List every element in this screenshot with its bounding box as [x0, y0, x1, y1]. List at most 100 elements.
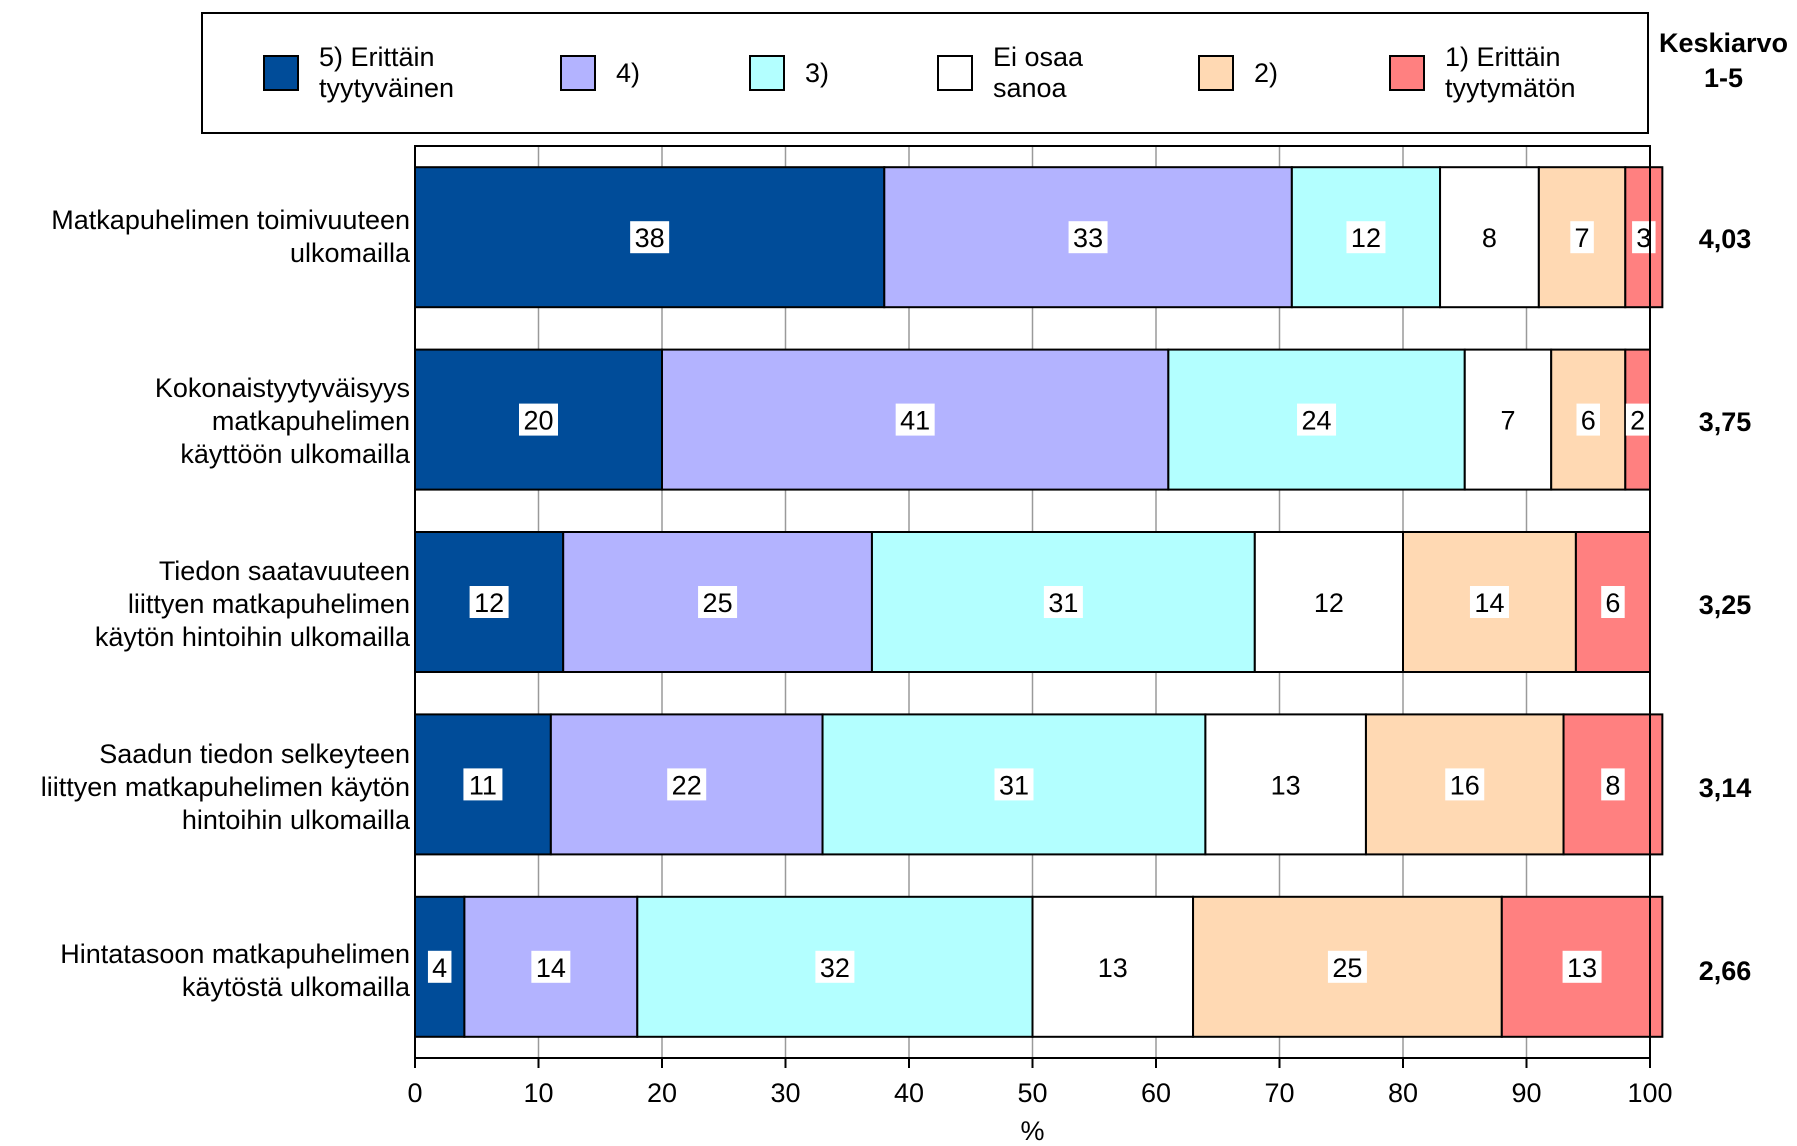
data-label: 41	[900, 406, 930, 436]
legend-item: 5) Erittäin tyytyväinen	[263, 14, 454, 132]
legend-label: 1) Erittäin tyytymätön	[1445, 42, 1576, 103]
data-label-bg	[1043, 586, 1083, 618]
data-label-bg	[1309, 586, 1349, 618]
legend-swatch	[1389, 55, 1425, 91]
data-label: 12	[1314, 588, 1344, 618]
x-tick-label: 80	[1388, 1078, 1418, 1108]
data-label-bg	[1625, 403, 1650, 436]
data-label: 25	[703, 588, 733, 618]
category-label: Tiedon saatavuuteen liittyen matkapuheli…	[94, 556, 410, 652]
data-label-bg	[630, 221, 670, 254]
data-label: 38	[635, 223, 665, 253]
legend-swatch	[749, 55, 785, 91]
data-label-bg	[1570, 221, 1594, 254]
legend-label: 3)	[805, 57, 830, 88]
data-label-bg	[469, 586, 509, 618]
data-label: 6	[1581, 406, 1596, 436]
data-label-bg	[463, 768, 503, 801]
data-label-bg	[1445, 768, 1485, 801]
data-label: 24	[1302, 406, 1332, 436]
data-label-bg	[1346, 221, 1386, 254]
data-label: 12	[474, 588, 504, 618]
data-label-bg	[815, 950, 855, 983]
data-label: 13	[1098, 953, 1128, 983]
mean-value: 3,14	[1698, 773, 1752, 803]
legend-item: 1) Erittäin tyytymätön	[1389, 14, 1576, 132]
data-label: 13	[1567, 953, 1597, 983]
data-label-bg	[1601, 586, 1625, 618]
data-label: 11	[469, 770, 497, 800]
data-label-bg	[1093, 950, 1133, 983]
data-label-bg	[1297, 403, 1337, 436]
data-label: 8	[1482, 223, 1497, 253]
x-tick-label: 70	[1264, 1078, 1294, 1108]
data-label: 6	[1605, 588, 1620, 618]
data-label-bg	[519, 403, 558, 436]
data-label: 14	[1474, 588, 1504, 618]
x-tick-label: 20	[647, 1078, 677, 1108]
data-label-bg	[994, 768, 1034, 801]
data-label: 22	[672, 770, 702, 800]
data-label: 12	[1351, 223, 1381, 253]
data-label-bg	[1496, 403, 1520, 436]
x-tick-label: 10	[523, 1078, 553, 1108]
data-label-bg	[531, 950, 571, 983]
category-label: Matkapuhelimen toimivuuteen ulkomailla	[51, 205, 410, 268]
data-label-bg	[1477, 221, 1502, 254]
x-tick-label: 40	[894, 1078, 924, 1108]
data-label-bg	[667, 768, 707, 801]
legend-item: 3)	[749, 14, 829, 132]
legend-label: 2)	[1254, 57, 1279, 88]
data-label: 33	[1073, 223, 1103, 253]
legend-label: Ei osaa sanoa	[993, 42, 1084, 103]
legend-swatch	[263, 55, 299, 91]
data-label: 8	[1605, 770, 1620, 800]
mean-value: 3,75	[1698, 407, 1752, 437]
category-label: Kokonaistyytyväisyys matkapuhelimen käyt…	[154, 373, 410, 469]
data-label-bg	[1576, 403, 1600, 436]
category-label: Hintatasoon matkapuhelimen käytöstä ulko…	[60, 939, 410, 1002]
data-label: 25	[1332, 953, 1362, 983]
data-label: 20	[523, 406, 553, 436]
data-label: 3	[1636, 223, 1651, 253]
legend-item: 4)	[560, 14, 640, 132]
data-label-bg	[427, 950, 452, 983]
legend-label: 4)	[616, 57, 641, 88]
data-label: 2	[1630, 406, 1645, 436]
legend-label: 5) Erittäin tyytyväinen	[319, 42, 455, 103]
data-label-bg	[1266, 768, 1306, 801]
data-label-bg	[1327, 950, 1367, 983]
x-tick-label: 0	[407, 1078, 422, 1108]
category-label: Saadun tiedon selkeyteen liittyen matkap…	[40, 739, 410, 835]
x-tick-label: 60	[1141, 1078, 1171, 1108]
data-label-bg	[1562, 950, 1602, 983]
x-axis-title: %	[1020, 1116, 1044, 1146]
legend-item: Ei osaa sanoa	[937, 14, 1083, 132]
x-tick-label: 50	[1017, 1078, 1047, 1108]
data-label: 32	[820, 953, 850, 983]
data-label: 13	[1271, 770, 1301, 800]
mean-value: 3,25	[1698, 590, 1752, 620]
legend-swatch	[1198, 55, 1234, 91]
data-label: 7	[1575, 223, 1590, 253]
data-label-bg	[895, 403, 935, 436]
data-label: 16	[1450, 770, 1480, 800]
mean-value: 2,66	[1698, 956, 1752, 986]
data-label-bg	[1068, 221, 1108, 254]
data-label: 31	[1048, 588, 1078, 618]
legend-swatch	[560, 55, 596, 91]
mean-value: 4,03	[1698, 224, 1752, 254]
data-label: 7	[1500, 406, 1515, 436]
legend-swatch	[937, 55, 973, 91]
legend-item: 2)	[1198, 14, 1278, 132]
data-label-bg	[1469, 586, 1509, 618]
x-tick-label: 30	[770, 1078, 800, 1108]
data-label: 4	[432, 953, 447, 983]
data-label-bg	[1601, 768, 1625, 801]
mean-column-header: Keskiarvo 1-5	[1658, 28, 1789, 93]
x-tick-label: 90	[1511, 1078, 1541, 1108]
legend: 5) Erittäin tyytyväinen 4) 3) Ei osaa sa…	[201, 12, 1649, 134]
data-label-bg	[698, 586, 738, 618]
data-label: 14	[536, 953, 566, 983]
